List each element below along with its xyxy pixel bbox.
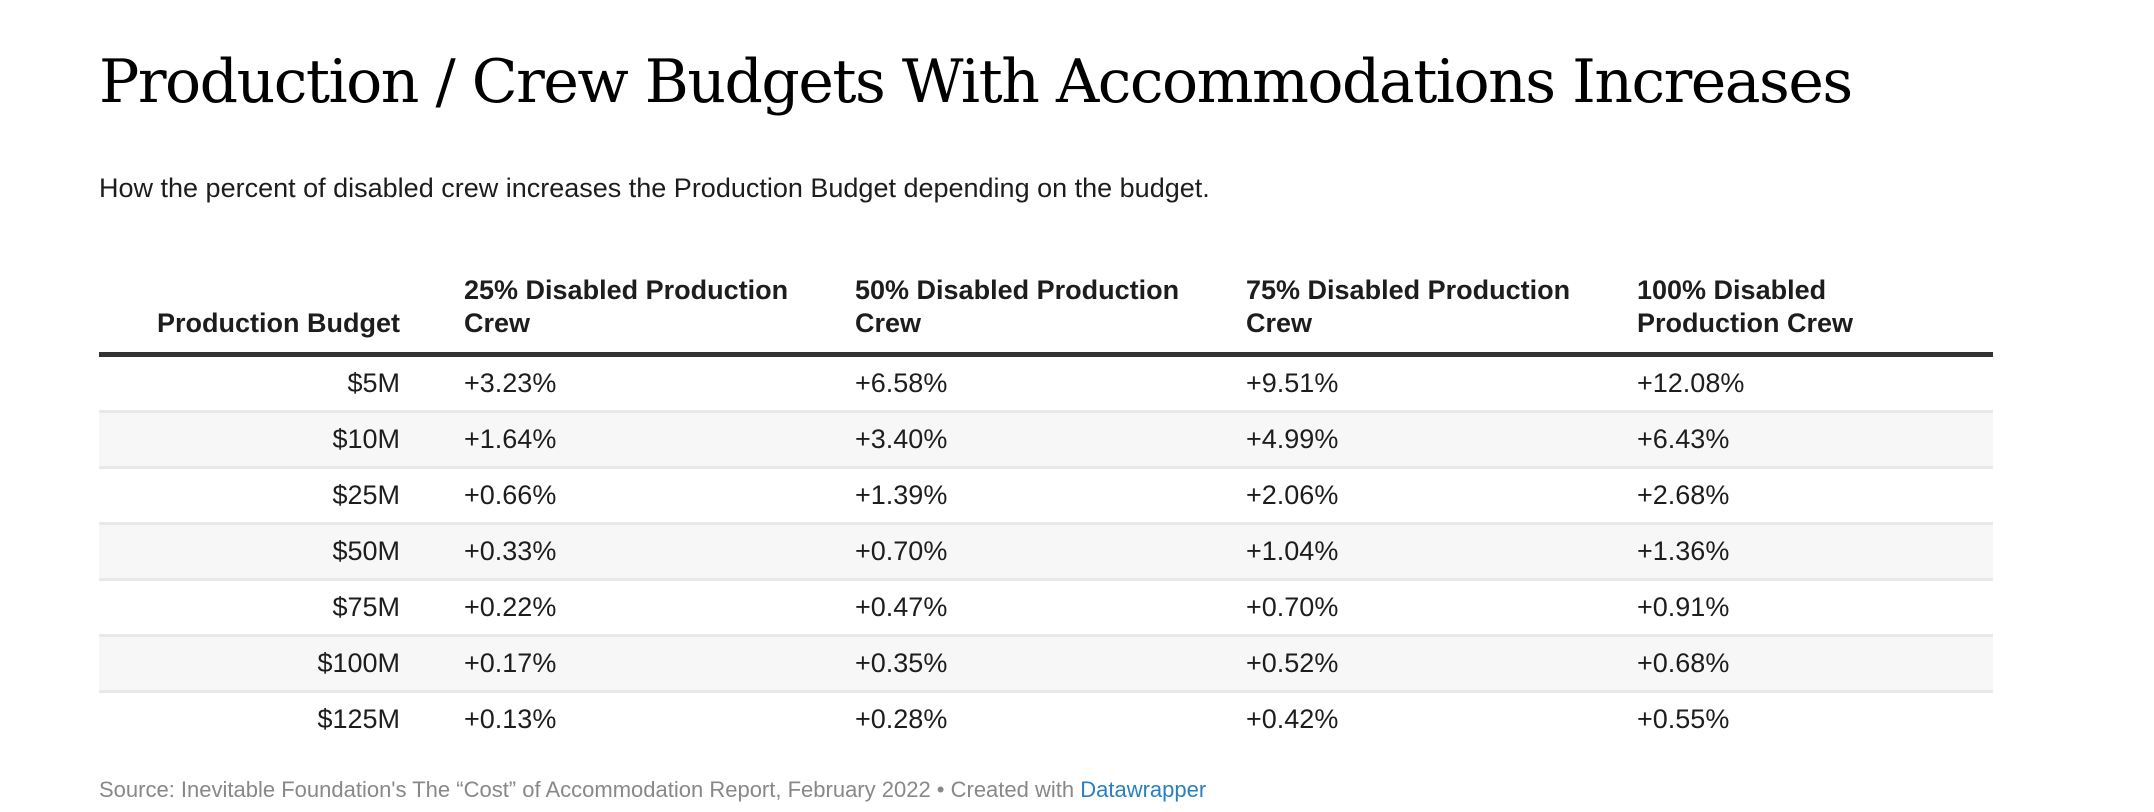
table-row: $25M +0.66% +1.39% +2.06% +2.68% [99, 467, 1993, 525]
pct-100-cell: +2.68% [1637, 467, 1993, 525]
pct-100-cell: +1.36% [1637, 523, 1993, 581]
table-row: $50M +0.33% +0.70% +1.04% +1.36% [99, 523, 1993, 581]
pct-75-cell: +2.06% [1246, 467, 1637, 525]
pct-100-cell: +0.68% [1637, 635, 1993, 693]
pct-50-cell: +0.47% [855, 579, 1246, 637]
budget-cell: $100M [99, 635, 464, 693]
table-row: $75M +0.22% +0.47% +0.70% +0.91% [99, 579, 1993, 637]
pct-25-cell: +0.13% [464, 704, 557, 734]
budget-cell: $10M [99, 411, 464, 469]
pct-50-cell: +0.28% [855, 704, 948, 734]
chart-title: Production / Crew Budgets With Accommoda… [99, 47, 1853, 117]
pct-100-cell: +6.43% [1637, 411, 1993, 469]
column-header-100-percent[interactable]: 100% Disabled Production Crew [1637, 256, 1993, 357]
column-header-75-percent[interactable]: 75% Disabled Production Crew [1246, 256, 1637, 357]
pct-75-cell: +1.04% [1246, 523, 1637, 581]
pct-50-cell: +1.39% [855, 467, 1246, 525]
pct-50-cell: +0.70% [855, 523, 1246, 581]
pct-25-cell: +1.64% [464, 411, 855, 469]
pct-50-cell: +0.35% [855, 635, 1246, 693]
table-row: $10M +1.64% +3.40% +4.99% +6.43% [99, 411, 1993, 469]
data-table: Production Budget 25% Disabled Productio… [99, 256, 1993, 746]
datawrapper-link[interactable]: Datawrapper [1080, 777, 1207, 802]
pct-100-cell: +0.91% [1637, 579, 1993, 637]
pct-75-cell: +4.99% [1246, 411, 1637, 469]
table-body: $5M +3.23% +6.58% +9.51% +12.08% $10M +1.64% +3… [99, 354, 1993, 747]
table-row: $5M +3.23% +6.58% +9.51% +12.08% [99, 354, 1993, 413]
pct-50-cell: +6.58% [855, 354, 1246, 413]
chart-subtitle: How the percent of disabled crew increas… [99, 173, 1210, 203]
source-footer: Source: Inevitable Foundation's The “Cos… [99, 776, 1206, 804]
budget-cell: $75M [99, 579, 464, 637]
pct-25-cell: +0.22% [464, 579, 855, 637]
table-header-row: Production Budget 25% Disabled Productio… [99, 256, 1993, 357]
pct-100-cell: +12.08% [1637, 354, 1993, 413]
pct-75-cell: +0.70% [1246, 579, 1637, 637]
budget-cell: $50M [99, 523, 464, 581]
pct-100-cell: +0.55% [1637, 704, 1730, 734]
pct-25-cell: +0.66% [464, 467, 855, 525]
budget-cell: $125M [317, 704, 400, 734]
budget-cell: $5M [99, 354, 464, 413]
pct-25-cell: +0.33% [464, 523, 855, 581]
pct-50-cell: +3.40% [855, 411, 1246, 469]
table-row: $100M +0.17% +0.35% +0.52% +0.68% [99, 635, 1993, 693]
pct-75-cell: +0.42% [1246, 704, 1339, 734]
source-text: Source: Inevitable Foundation's The “Cos… [99, 777, 1081, 802]
column-header-production-budget[interactable]: Production Budget [99, 256, 464, 357]
pct-25-cell: +0.17% [464, 635, 855, 693]
pct-75-cell: +9.51% [1246, 354, 1637, 413]
pct-75-cell: +0.52% [1246, 635, 1637, 693]
pct-25-cell: +3.23% [464, 354, 855, 413]
column-header-25-percent[interactable]: 25% Disabled Production Crew [464, 256, 855, 357]
column-header-50-percent[interactable]: 50% Disabled Production Crew [855, 256, 1246, 357]
budget-cell: $25M [99, 467, 464, 525]
table-row: $125M +0.13% +0.28% +0.42% +0.55% [99, 692, 1993, 747]
